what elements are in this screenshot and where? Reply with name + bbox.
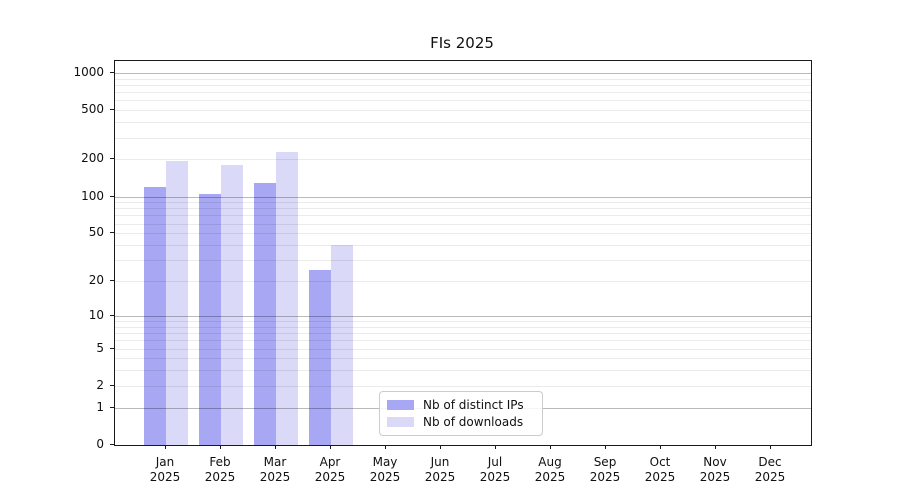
gridline-minor-400 [115,122,811,124]
x-tick-label-jul: Jul 2025 [479,455,511,484]
gridline-minor-800 [115,85,811,86]
x-tick-feb [220,445,221,449]
x-tick-dec [770,445,771,449]
x-tick-label-jun: Jun 2025 [424,455,456,484]
y-tick-label-5: 5 [96,340,104,355]
legend-swatch-distinct-ips [387,400,414,410]
plot-area [114,60,812,446]
bar-jan-downloads [166,160,188,445]
legend-label-distinct-ips: Nb of distinct IPs [423,398,524,412]
y-tick-500 [110,109,114,111]
y-tick-label-200: 200 [81,151,104,166]
x-tick-sep [605,445,606,449]
x-tick-label-apr: Apr 2025 [314,455,346,484]
y-tick-label-50: 50 [88,225,104,240]
gridline-minor-900 [115,78,811,80]
y-tick-label-10: 10 [88,307,104,322]
chart-title: FIs 2025 [430,34,494,52]
legend: Nb of distinct IPs Nb of downloads [379,391,543,436]
y-tick-20 [110,280,114,282]
y-tick-200 [110,158,114,160]
x-tick-jun [440,445,441,449]
y-tick-10 [110,314,114,316]
gridline-minor-200 [115,159,811,161]
gridline-minor-30 [115,260,811,262]
x-tick-label-may: May 2025 [369,455,401,484]
gridline-minor-6 [115,340,811,342]
bar-feb-downloads [221,164,243,445]
y-tick-50 [110,232,114,234]
y-tick-100 [110,195,114,197]
gridline-minor-9 [115,321,811,323]
x-tick-label-sep: Sep 2025 [589,455,621,484]
gridline-minor-2 [115,385,811,387]
x-tick-jan [165,445,166,449]
x-tick-nov [715,445,716,449]
gridline-minor-8 [115,326,811,328]
x-tick-label-jan: Jan 2025 [149,455,181,484]
x-tick-label-oct: Oct 2025 [644,455,676,484]
gridline-minor-3 [115,370,811,372]
gridline-minor-90 [115,202,811,204]
bar-mar-ips [254,183,276,445]
y-tick-0 [110,444,114,445]
y-tick-label-1000: 1000 [73,65,104,79]
gridline-minor-700 [115,92,811,94]
y-tick-2 [110,384,114,386]
gridline-minor-4 [115,358,811,360]
x-tick-label-dec: Dec 2025 [754,455,786,484]
y-tick-label-2: 2 [96,377,104,392]
legend-swatch-downloads [387,417,414,427]
bar-mar-downloads [276,152,298,445]
gridline-minor-50 [115,233,811,235]
bar-apr-ips [309,269,331,445]
gridline-major-10 [115,315,811,317]
gridline-minor-60 [115,223,811,225]
x-tick-apr [330,445,331,449]
x-tick-aug [550,445,551,449]
legend-label-downloads: Nb of downloads [423,415,524,429]
y-tick-label-100: 100 [81,188,104,203]
x-tick-mar [275,445,276,449]
bar-jan-ips [144,186,166,445]
gridline-minor-600 [115,100,811,102]
bar-apr-downloads [331,245,353,445]
x-tick-label-nov: Nov 2025 [699,455,731,484]
y-tick-label-1: 1 [96,399,104,414]
gridline-minor-70 [115,215,811,217]
gridline-major-100 [115,196,811,198]
gridline-minor-80 [115,208,811,210]
legend-item-distinct-ips: Nb of distinct IPs [387,398,542,412]
x-tick-label-mar: Mar 2025 [259,455,291,484]
y-tick-label-0: 0 [96,437,104,451]
legend-item-downloads: Nb of downloads [387,415,542,429]
gridline-minor-5 [115,348,811,350]
x-tick-label-aug: Aug 2025 [534,455,566,484]
gridline-minor-20 [115,281,811,283]
x-tick-jul [495,445,496,449]
y-tick-1000 [110,72,114,73]
x-tick-oct [660,445,661,449]
y-tick-5 [110,347,114,349]
gridline-major-1000 [115,73,811,74]
gridline-minor-40 [115,245,811,247]
y-tick-label-500: 500 [81,102,104,117]
x-tick-may [385,445,386,449]
gridline-minor-7 [115,333,811,335]
x-tick-label-feb: Feb 2025 [204,455,236,484]
y-tick-1 [110,406,114,408]
gridline-minor-500 [115,110,811,112]
y-tick-label-20: 20 [88,273,104,288]
bar-feb-ips [199,194,221,445]
gridline-minor-300 [115,137,811,139]
